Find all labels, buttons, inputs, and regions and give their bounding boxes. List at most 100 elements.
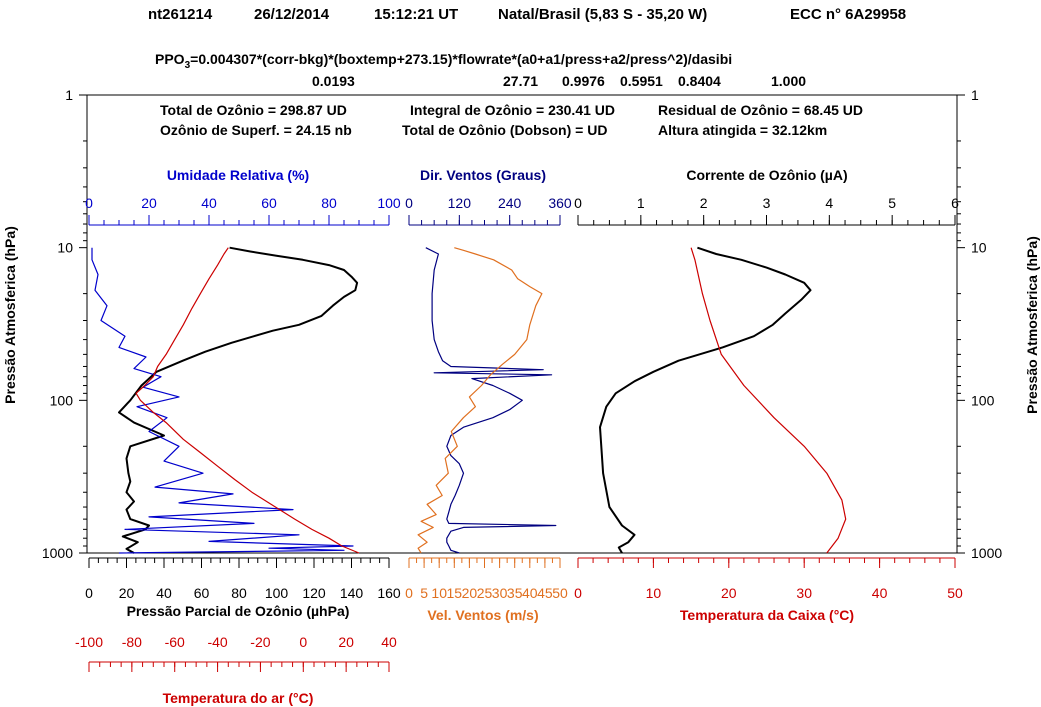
- pressure-tick-label: 1: [65, 87, 73, 103]
- box-temperature-axis-tick-label: 30: [796, 585, 812, 601]
- ozone-partial-pressure-axis-tick-label: 20: [119, 585, 135, 601]
- ozone-current-axis-title: Corrente de Ozônio (µA): [686, 167, 847, 183]
- air-temperature-axis-tick-label: 0: [299, 634, 307, 650]
- wind-direction-axis-tick-label: 360: [548, 195, 572, 211]
- ozone-partial-pressure-axis-tick-label: 160: [377, 585, 401, 601]
- wind-speed-axis-tick-label: 20: [462, 585, 478, 601]
- sounding-time: 15:12:21 UT: [374, 6, 458, 23]
- ozone_current-series-line: [599, 246, 812, 554]
- ozone_pp-series-line: [118, 246, 359, 554]
- ozone-partial-pressure-axis-tick-label: 80: [231, 585, 247, 601]
- total-ozone: Total de Ozônio = 298.87 UD: [160, 102, 347, 118]
- wind-speed-axis-tick-label: 5: [420, 585, 428, 601]
- surface-ozone: Ozônio de Superf. = 24.15 nb: [160, 122, 352, 138]
- ozone-partial-pressure-axis-tick-label: 40: [156, 585, 172, 601]
- box-temperature-axis-tick-label: 20: [721, 585, 737, 601]
- plot-frame: [86, 94, 958, 554]
- pressure-tick-label: 1000: [42, 545, 73, 561]
- formula-value: 0.9976: [562, 73, 605, 89]
- formula: PPO3=0.004307*(corr-bkg)*(boxtemp+273.15…: [155, 51, 806, 89]
- formula-prefix: PPO: [155, 51, 185, 67]
- air_temp-series-line: [135, 247, 360, 554]
- air-temperature-axis-tick-label: -100: [75, 634, 103, 650]
- wind-speed-axis-tick-label: 50: [552, 585, 568, 601]
- altitude-reached: Altura atingida = 32.12km: [658, 122, 827, 138]
- sounding-date: 26/12/2014: [254, 6, 330, 23]
- sonde-serial: ECC n° 6A29958: [790, 6, 906, 23]
- ozone-current-axis-tick-label: 2: [700, 195, 708, 211]
- residual-ozone: Residual de Ozônio = 68.45 UD: [658, 102, 863, 118]
- formula-line: PPO3=0.004307*(corr-bkg)*(boxtemp+273.15…: [155, 51, 732, 71]
- ozone-partial-pressure-axis-tick-label: 60: [194, 585, 210, 601]
- air-temperature-axis-tick-label: 40: [381, 634, 397, 650]
- formula-value: 0.0193: [312, 73, 355, 89]
- box-temperature-axis-tick-label: 50: [947, 585, 963, 601]
- dobson-total: Total de Ozônio (Dobson) = UD: [402, 122, 607, 138]
- wind-speed-axis-tick-label: 10: [431, 585, 447, 601]
- humidity-axis-tick-label: 20: [141, 195, 157, 211]
- pressure-tick-label: 10: [971, 240, 987, 256]
- pressure-tick-label: 1000: [971, 545, 1002, 561]
- ozone-current-axis-tick-label: 0: [574, 195, 582, 211]
- summary: Total de Ozônio = 298.87 UD Integral de …: [160, 102, 863, 138]
- wind-speed-axis-tick-label: 25: [477, 585, 493, 601]
- ozone-partial-pressure-axis-tick-label: 0: [85, 585, 93, 601]
- wind_speed-series-line: [417, 247, 543, 554]
- series-layer: [91, 246, 847, 554]
- wind-speed-axis-tick-label: 30: [492, 585, 508, 601]
- air-temperature-axis-tick-label: 20: [338, 634, 354, 650]
- formula-value: 0.5951: [620, 73, 663, 89]
- air-temperature-axis-title: Temperatura do ar (°C): [163, 690, 314, 706]
- formula-body: =0.004307*(corr-bkg)*(boxtemp+273.15)*fl…: [190, 51, 732, 67]
- box-temperature-axis-tick-label: 0: [574, 585, 582, 601]
- formula-value: 0.8404: [678, 73, 721, 89]
- air-temperature-axis-tick-label: -60: [165, 634, 185, 650]
- pressure-axis-label-right: Pressão Atmosferica (hPa): [1024, 236, 1040, 414]
- humidity-axis-tick-label: 60: [261, 195, 277, 211]
- wind-speed-axis-title: Vel. Ventos (m/s): [427, 607, 538, 623]
- ozone-current-axis-tick-label: 6: [951, 195, 959, 211]
- wind-speed-axis-tick-label: 0: [405, 585, 413, 601]
- air-temperature-axis-tick-label: -80: [122, 634, 142, 650]
- pressure-tick-label: 10: [57, 240, 73, 256]
- station-name: Natal/Brasil (5,83 S - 35,20 W): [498, 6, 707, 23]
- humidity-axis-tick-label: 0: [85, 195, 93, 211]
- wind-direction-axis-tick-label: 0: [405, 195, 413, 211]
- pressure-tick-label: 100: [971, 392, 995, 408]
- box-temperature-axis-tick-label: 10: [646, 585, 662, 601]
- header: nt261214 26/12/2014 15:12:21 UT Natal/Br…: [148, 6, 906, 23]
- air-temperature-axis-tick-label: -20: [250, 634, 270, 650]
- box_temp-series-line: [690, 247, 847, 554]
- formula-value: 27.71: [503, 73, 538, 89]
- formula-value: 1.000: [771, 73, 806, 89]
- pressure-tick-label: 100: [50, 392, 74, 408]
- wind_dir-series-line: [425, 247, 557, 554]
- humidity-axis-tick-label: 100: [377, 195, 401, 211]
- wind-direction-axis-tick-label: 240: [498, 195, 522, 211]
- wind-speed-axis-tick-label: 40: [522, 585, 538, 601]
- formula-subscript: 3: [185, 60, 191, 71]
- ozone-current-axis-tick-label: 5: [888, 195, 896, 211]
- wind-speed-axis-tick-label: 45: [537, 585, 553, 601]
- humidity-axis-title: Umidade Relativa (%): [167, 167, 309, 183]
- ozone-current-axis-tick-label: 4: [825, 195, 833, 211]
- ozone-partial-pressure-axis-tick-label: 100: [265, 585, 289, 601]
- humidity-series-line: [91, 247, 354, 554]
- humidity-axis-tick-label: 40: [201, 195, 217, 211]
- ozone-current-axis-tick-label: 1: [637, 195, 645, 211]
- box-temperature-axis-title: Temperatura da Caixa (°C): [680, 607, 854, 623]
- pressure-axis-label-left: Pressão Atmosferica (hPa): [2, 226, 18, 404]
- wind-direction-axis-title: Dir. Ventos (Graus): [420, 167, 546, 183]
- ozone-partial-pressure-axis-title: Pressão Parcial de Ozônio (µhPa): [127, 603, 350, 619]
- wind-speed-axis-tick-label: 15: [447, 585, 463, 601]
- wind-speed-axis-tick-label: 35: [507, 585, 523, 601]
- ozone-partial-pressure-axis-tick-label: 140: [340, 585, 364, 601]
- ozone-partial-pressure-axis-tick-label: 120: [302, 585, 326, 601]
- air-temperature-axis-tick-label: -40: [207, 634, 227, 650]
- humidity-axis-tick-label: 80: [321, 195, 337, 211]
- pressure-tick-label: 1: [971, 87, 979, 103]
- ozone-current-axis-tick-label: 3: [763, 195, 771, 211]
- wind-direction-axis-tick-label: 120: [448, 195, 472, 211]
